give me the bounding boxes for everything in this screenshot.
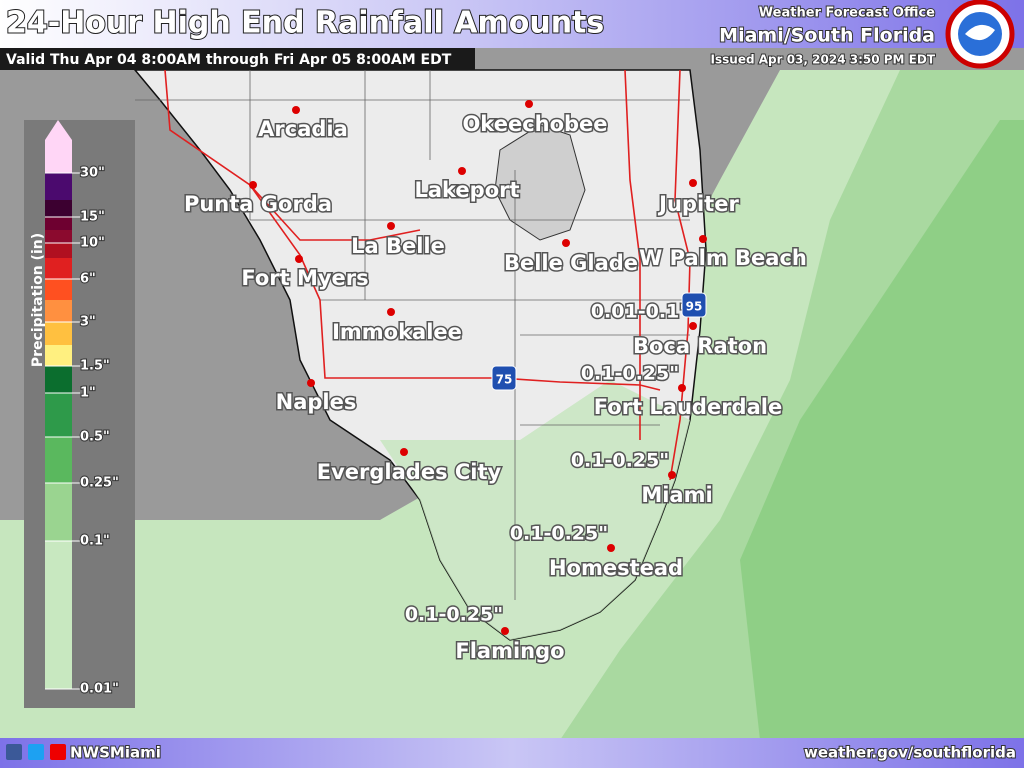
legend-title: Precipitation (in) <box>30 233 46 367</box>
rainfall-amount: 0.1-0.25" <box>510 523 608 545</box>
legend-swatch <box>45 437 72 483</box>
city-label: Okeechobee <box>462 112 607 136</box>
legend-swatch <box>45 366 72 393</box>
city-label: Fort Myers <box>241 266 368 290</box>
city-label: W Palm Beach <box>639 246 807 270</box>
legend-swatch <box>45 230 72 243</box>
legend-label: 15" <box>80 210 105 225</box>
city-label: Jupiter <box>657 192 739 216</box>
city-label: Flamingo <box>455 639 564 663</box>
social-icons <box>6 744 66 760</box>
title: 24-Hour High End Rainfall Amounts <box>6 6 604 41</box>
precip-land <box>380 380 690 640</box>
legend-arrow <box>45 120 72 140</box>
office-label: Weather Forecast Office <box>759 6 935 21</box>
legend-label: 0.25" <box>80 476 119 491</box>
legend-label: 30" <box>80 166 105 181</box>
rainfall-amount: 0.1-0.25" <box>571 450 669 472</box>
lake-okeechobee <box>494 124 586 241</box>
office-name: Miami/South Florida <box>719 25 935 47</box>
city-dot <box>307 379 315 387</box>
rainfall-amount: 0.1-0.25" <box>405 604 503 626</box>
city-label: Belle Glade <box>504 251 638 275</box>
city-label: Immokalee <box>332 320 462 344</box>
interstate-number: 75 <box>496 373 513 387</box>
legend-swatch <box>45 200 72 217</box>
legend-label: 6" <box>80 272 96 287</box>
legend-swatch <box>45 217 72 230</box>
legend-swatch <box>45 258 72 279</box>
legend-label: 0.5" <box>80 430 110 445</box>
labels: Arcadia Okeechobee Punta Gorda Lakeport La B… <box>182 100 808 665</box>
city-dot <box>400 448 408 456</box>
legend-label: 0.1" <box>80 534 110 549</box>
city-dot <box>668 471 676 479</box>
interstate-shield <box>681 292 707 318</box>
legend-label: 1" <box>80 386 96 401</box>
legend-swatch <box>45 300 72 322</box>
footer-url: weather.gov/southflorida <box>804 744 1016 762</box>
city-dot <box>292 106 300 114</box>
header-bar <box>0 0 1024 48</box>
nws-logo <box>945 0 1015 69</box>
city-dot <box>295 255 303 263</box>
valid-period: Valid Thu Apr 04 8:00AM through Fri Apr … <box>6 52 452 68</box>
city-dot <box>699 235 707 243</box>
city-dot <box>678 384 686 392</box>
city-label: Arcadia <box>258 117 348 141</box>
city-label: Punta Gorda <box>184 192 332 216</box>
legend-box <box>24 120 135 708</box>
legend-swatch <box>45 140 72 173</box>
city-dot <box>387 222 395 230</box>
interstate-shield <box>491 365 517 391</box>
city-label: Everglades City <box>317 460 502 484</box>
city-dot <box>501 627 509 635</box>
legend-colorbar: 30" 15" 10" 6" 3" 1.5" 1" 0.5" 0.25" 0.1" 0.01" <box>45 120 120 698</box>
rainfall-amount: 0.01-0.1" <box>591 301 689 323</box>
city-dot <box>249 181 257 189</box>
legend-label: 0.01" <box>80 682 119 697</box>
footer-handle: NWSMiami <box>70 744 161 762</box>
city-dot <box>562 239 570 247</box>
valid-bar <box>0 48 475 70</box>
city-label: La Belle <box>351 234 445 258</box>
city-label: Miami <box>641 483 712 507</box>
legend-swatch <box>45 173 72 200</box>
roads <box>164 69 691 481</box>
legend-swatch <box>45 393 72 437</box>
city-label: Boca Raton <box>633 334 767 358</box>
city-label: Homestead <box>549 556 683 580</box>
legend-label: 3" <box>80 315 96 330</box>
legend-swatch <box>45 541 72 689</box>
footer-bar <box>0 738 1024 768</box>
interstate-number: 95 <box>686 300 703 314</box>
precip-dark <box>740 120 1024 740</box>
city-dot <box>458 167 466 175</box>
legend-swatch <box>45 322 72 345</box>
city-dot <box>607 544 615 552</box>
legend-swatch <box>45 279 72 300</box>
rainfall-amount: 0.1-0.25" <box>581 363 679 385</box>
city-label: Fort Lauderdale <box>594 395 782 419</box>
legend-label: 1.5" <box>80 359 110 374</box>
city-dot <box>689 179 697 187</box>
city-dot <box>689 322 697 330</box>
city-label: Lakeport <box>414 178 519 202</box>
city-label: Naples <box>276 390 357 414</box>
legend-swatch <box>45 483 72 541</box>
city-dot <box>525 100 533 108</box>
legend-swatch <box>45 243 72 258</box>
city-dot <box>387 308 395 316</box>
issued-time: Issued Apr 03, 2024 3:50 PM EDT <box>711 53 936 67</box>
legend-label: 10" <box>80 236 105 251</box>
legend-swatch <box>45 345 72 366</box>
